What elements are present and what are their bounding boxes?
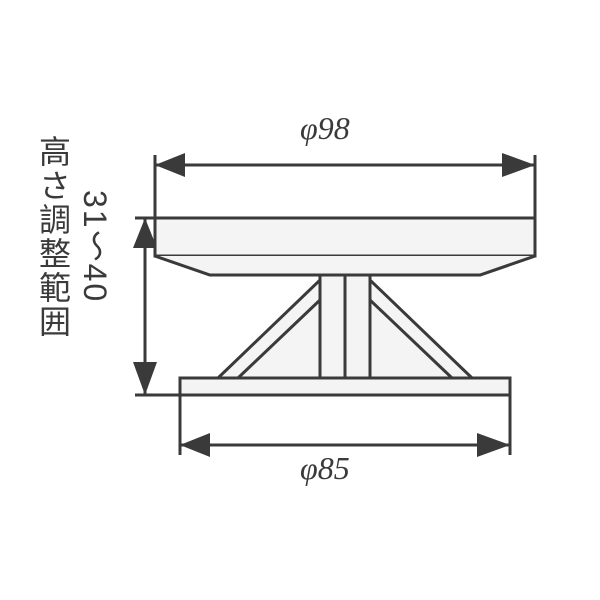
diagram-container: 高さ調整範囲 31～40 φ98 φ85 — [0, 0, 600, 600]
height-range-caption: 高さ調整範囲 — [30, 135, 76, 339]
top-diameter-label: φ98 — [300, 110, 350, 147]
bottom-diameter-label: φ85 — [300, 450, 350, 487]
height-range-value: 31～40 — [72, 190, 118, 303]
object-body — [155, 218, 535, 395]
top-dimension — [155, 155, 535, 218]
bottom-dimension — [180, 395, 510, 455]
